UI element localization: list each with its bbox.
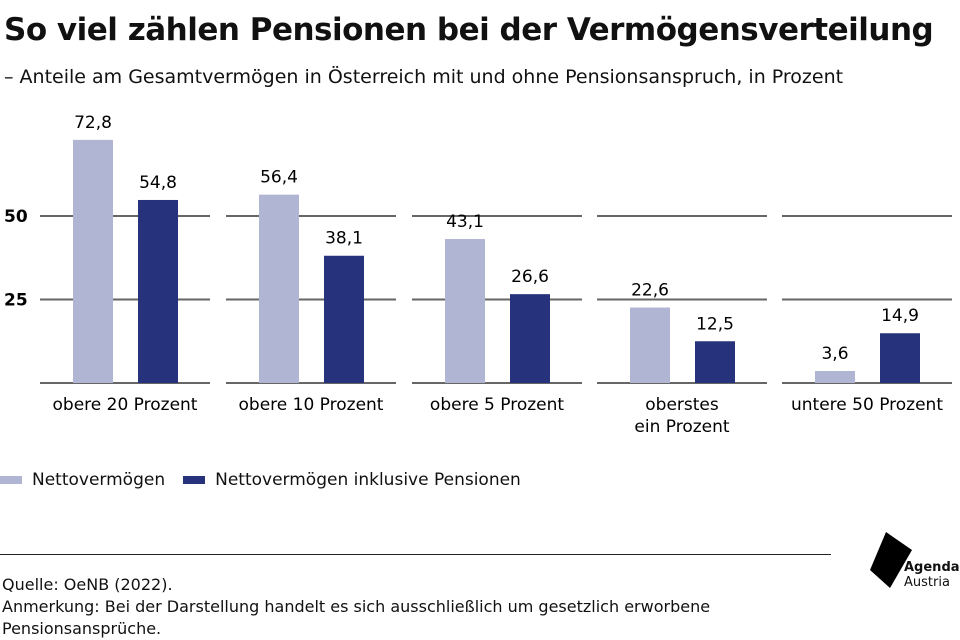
logo-line1: Agenda	[904, 560, 960, 575]
bar	[259, 194, 299, 383]
category-label: obere 5 Prozent	[430, 395, 564, 415]
category-label: obere 20 Prozent	[53, 395, 198, 415]
bar	[510, 294, 550, 383]
bar	[815, 370, 855, 383]
y-tick-label: 25	[4, 291, 28, 311]
bar	[695, 341, 735, 383]
source-text: Quelle: OeNB (2022).	[2, 575, 173, 594]
data-label: 12,5	[696, 314, 734, 334]
footer-divider	[0, 554, 831, 555]
bar	[138, 199, 178, 383]
legend-label: Nettovermögen	[32, 470, 166, 490]
category-label: ein Prozent	[634, 417, 729, 437]
category-label: untere 50 Prozent	[791, 395, 943, 415]
bar	[880, 333, 920, 383]
data-label: 14,9	[881, 306, 919, 326]
footer: Quelle: OeNB (2022). Anmerkung: Bei der …	[2, 574, 822, 640]
data-label: 38,1	[325, 229, 363, 249]
category-label: obere 10 Prozent	[239, 395, 384, 415]
data-label: 22,6	[631, 281, 669, 301]
data-label: 43,1	[446, 212, 484, 232]
logo-line2: Austria	[904, 575, 950, 590]
legend-swatch	[183, 476, 206, 484]
legend-item-net-wealth-pensions: Nettovermögen inklusive Pensionen	[183, 470, 521, 490]
bar	[630, 307, 670, 383]
agenda-austria-logo	[870, 532, 912, 588]
category-label: oberstes	[645, 395, 719, 415]
bar	[324, 255, 364, 383]
legend-swatch	[0, 476, 22, 484]
data-label: 56,4	[260, 168, 298, 188]
y-tick-label: 50	[4, 207, 28, 227]
logo-text: Agenda Austria	[904, 560, 960, 590]
bar	[73, 139, 113, 383]
data-label: 72,8	[74, 113, 112, 133]
data-label: 26,6	[511, 267, 549, 287]
legend-item-net-wealth: Nettovermögen	[0, 470, 165, 490]
legend: Nettovermögen Nettovermögen inklusive Pe…	[0, 470, 539, 490]
note-text: Anmerkung: Bei der Darstellung handelt e…	[2, 597, 711, 638]
data-label: 3,6	[821, 344, 848, 364]
chart-title: So viel zählen Pensionen bei der Vermöge…	[4, 12, 934, 48]
data-label: 54,8	[139, 173, 177, 193]
bar	[445, 239, 485, 383]
chart-subtitle: – Anteile am Gesamtvermögen in Österreic…	[4, 66, 844, 88]
legend-label: Nettovermögen inklusive Pensionen	[215, 470, 521, 490]
bar-chart: 25 50 72,8 54,8 obere 20 Prozent 56,4 38,1 ober…	[4, 113, 952, 437]
